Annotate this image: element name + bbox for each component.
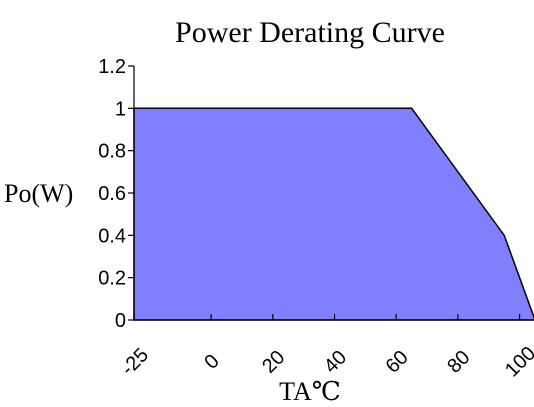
y-tick-label: 0.4 [98,225,126,247]
x-tick-label: 80 [443,346,474,377]
x-tick-label: -25 [117,344,153,380]
y-tick-label: 0 [115,310,126,332]
y-tick-label: 1.2 [98,56,126,78]
x-tick-label: 20 [258,346,289,377]
y-tick-label: 0.8 [98,141,126,163]
x-tick-label: 0 [200,350,223,373]
y-tick-label: 0.2 [98,268,126,290]
y-tick-label: 1 [115,98,126,120]
y-tick-label: 0.6 [98,183,126,205]
x-axis-label: TA℃ [279,377,341,406]
x-tick-label: 60 [382,346,413,377]
y-axis-label: Po(W) [4,179,73,208]
x-axis-ticks: -25 0 20 40 60 80 100 [117,314,534,382]
derating-area [133,107,534,321]
y-axis-ticks: 0 0.2 0.4 0.6 0.8 1 1.2 [98,56,134,332]
x-tick-label: 40 [320,346,351,377]
x-tick-label: 100 [501,342,534,381]
chart-title: Power Derating Curve [175,16,445,49]
